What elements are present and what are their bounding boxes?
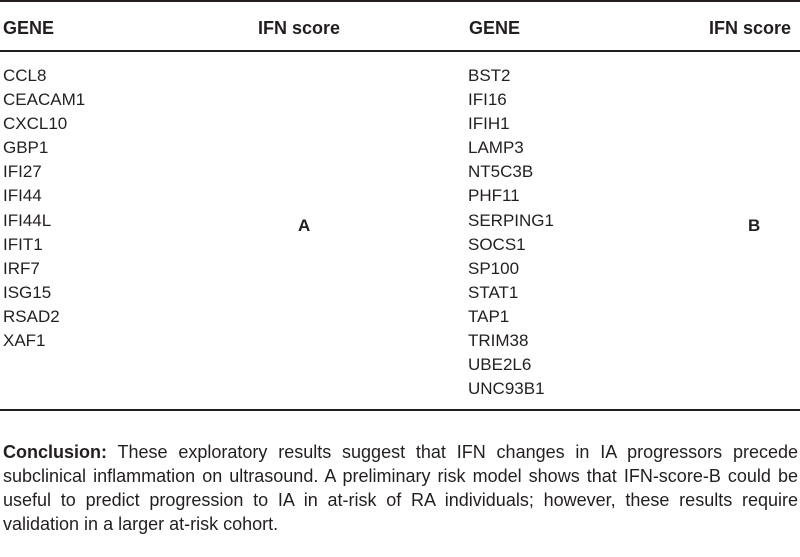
gene-list-right: BST2 IFI16 IFIH1 LAMP3 NT5C3B PHF11 SERP… — [468, 64, 554, 401]
conclusion-text: These exploratory results suggest that I… — [3, 442, 798, 534]
gene-item: UNC93B1 — [468, 379, 545, 399]
gene-item: GBP1 — [3, 138, 49, 158]
conclusion-paragraph: Conclusion: These exploratory results su… — [3, 440, 798, 536]
gene-item: XAF1 — [3, 331, 46, 351]
table-bottom-rule — [0, 409, 800, 411]
header-gene-right: GENE — [469, 18, 521, 38]
gene-item: IFIT1 — [3, 234, 43, 254]
gene-item: CCL8 — [3, 66, 47, 85]
gene-item: BST2 — [468, 66, 511, 85]
ifn-score-b: B — [748, 216, 761, 235]
gene-item: IFI27 — [3, 162, 42, 182]
header-ifn-score-right: IFN score — [709, 18, 792, 38]
gene-item: ISG15 — [3, 282, 52, 302]
gene-item: SERPING1 — [468, 210, 554, 230]
gene-item: IFI44L — [3, 210, 52, 230]
gene-item: IFIH1 — [468, 114, 510, 134]
gene-item: IFI16 — [468, 90, 507, 110]
header-gene-left: GENE — [3, 18, 55, 38]
gene-item: IRF7 — [3, 258, 40, 278]
gene-item: TAP1 — [468, 306, 510, 326]
gene-item: CXCL10 — [3, 114, 68, 134]
conclusion-label: Conclusion: — [3, 442, 107, 462]
gene-item: CEACAM1 — [3, 90, 86, 110]
gene-item: PHF11 — [468, 186, 520, 206]
gene-item: UBE2L6 — [468, 355, 532, 375]
gene-item: SOCS1 — [468, 234, 526, 254]
gene-list-left: CCL8 CEACAM1 CXCL10 GBP1 IFI27 IFI44 IFI… — [3, 64, 85, 353]
gene-item: RSAD2 — [3, 306, 60, 326]
gene-item: TRIM38 — [468, 331, 529, 351]
ifn-score-a: A — [298, 216, 311, 235]
table-top-rule — [0, 0, 800, 2]
gene-item: STAT1 — [468, 282, 519, 302]
gene-item: NT5C3B — [468, 162, 534, 182]
gene-item: SP100 — [468, 258, 520, 278]
gene-item: IFI44 — [3, 186, 42, 206]
header-ifn-score-left: IFN score — [258, 18, 341, 38]
gene-item: LAMP3 — [468, 138, 524, 158]
table-header-rule — [0, 50, 800, 52]
